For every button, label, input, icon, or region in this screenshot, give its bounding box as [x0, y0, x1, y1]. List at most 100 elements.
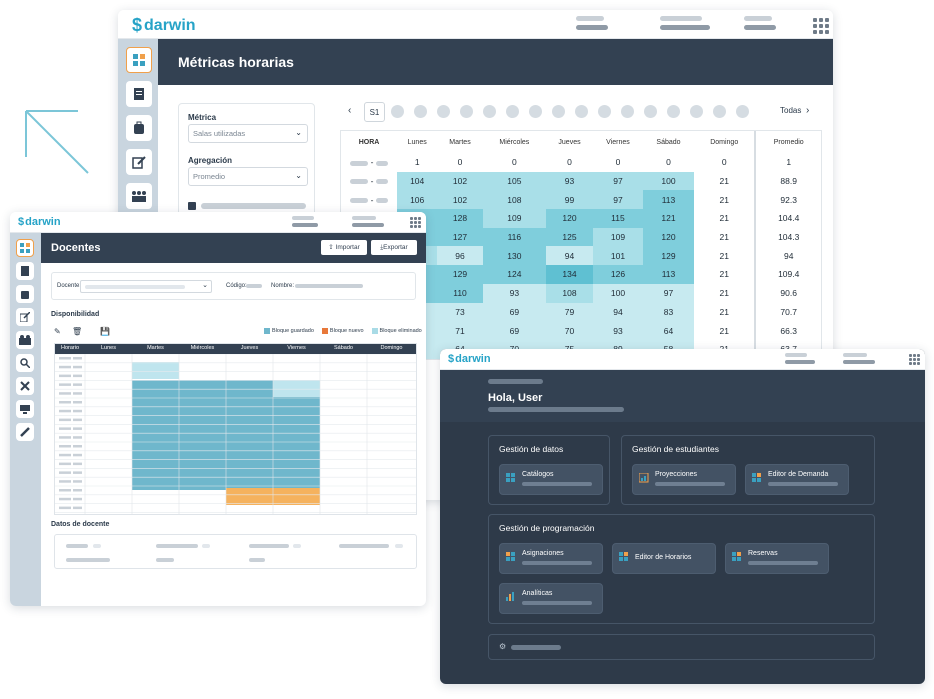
nav-placeholder[interactable] — [785, 353, 807, 357]
greeting-sub-placeholder — [488, 407, 624, 412]
legend: Bloque guardado Bloque nuevo Bloque elimin… — [264, 328, 426, 334]
metric-select[interactable]: Salas utilizadas ⌄ — [188, 124, 308, 143]
average-header: Promedio — [754, 131, 821, 153]
nav-placeholder[interactable] — [352, 223, 384, 227]
nav-placeholder[interactable] — [292, 223, 318, 227]
sidebar-item-students[interactable] — [16, 331, 34, 349]
datos-heading: Datos de docente — [51, 521, 110, 528]
docente-select[interactable]: ⌄ — [80, 280, 212, 293]
nav-placeholder[interactable] — [352, 216, 376, 220]
heatmap-cell: 21 — [694, 246, 756, 266]
nav-placeholder[interactable] — [785, 360, 815, 364]
sidebar-item-edit[interactable] — [16, 308, 34, 326]
topbar: $ darwin — [440, 349, 925, 370]
nav-placeholder[interactable] — [744, 25, 776, 30]
heatmap-cell: 21 — [694, 302, 756, 322]
nav-placeholder[interactable] — [576, 25, 608, 30]
nav-placeholder[interactable] — [843, 353, 867, 357]
page-title: Docentes — [51, 242, 101, 254]
tile-analiticas[interactable]: Analíticas — [499, 583, 603, 614]
tile-editor-demanda[interactable]: Editor de Demanda — [745, 464, 849, 495]
heatmap-cell: 134 — [546, 265, 593, 284]
chevron-right-icon[interactable]: › — [806, 105, 810, 116]
tile-asignaciones[interactable]: Asignaciones — [499, 543, 603, 574]
footer-bar: ⚙ — [488, 634, 875, 660]
aggregation-select[interactable]: Promedio ⌄ — [188, 167, 308, 186]
all-weeks-link[interactable]: Todas — [780, 106, 802, 115]
analytics-icon — [506, 592, 514, 601]
time-placeholder — [59, 462, 71, 466]
heatmap-cell: 128 — [437, 209, 483, 228]
tile-label: Proyecciones — [655, 471, 698, 478]
nav-placeholder[interactable] — [576, 16, 604, 21]
sidebar-item-backpack[interactable] — [126, 115, 152, 141]
time-placeholder — [73, 453, 82, 457]
heatmap-cell: 106 — [397, 190, 438, 210]
assignments-icon — [506, 552, 515, 561]
chevron-left-icon[interactable]: ‹ — [348, 105, 352, 116]
import-button[interactable]: ⇪ Importar — [321, 240, 367, 255]
tile-label: Editor de Horarios — [635, 554, 692, 561]
nombre-label: Nombre: — [271, 283, 295, 289]
day-header: Martes — [449, 138, 471, 146]
sidebar-item-documents[interactable] — [126, 81, 152, 107]
time-placeholder — [59, 427, 71, 430]
pencil-icon[interactable]: ✎ — [54, 327, 61, 336]
projections-icon — [639, 473, 649, 483]
average-cell: 70.7 — [754, 302, 821, 322]
apps-grid-icon[interactable] — [410, 217, 421, 228]
sidebar-item-tools[interactable] — [16, 377, 34, 395]
filter-card: Métrica Salas utilizadas ⌄ Agregación Pr… — [178, 103, 315, 223]
nav-placeholder[interactable] — [660, 16, 702, 21]
tile-reservas[interactable]: Reservas — [725, 543, 829, 574]
apps-grid-icon[interactable] — [813, 18, 829, 34]
trash-icon[interactable]: 🗑 — [72, 327, 83, 336]
sidebar-item-students[interactable] — [126, 183, 152, 209]
week-dots[interactable] — [391, 105, 759, 123]
sidebar — [10, 233, 41, 606]
section-title: Gestión de programación — [499, 523, 595, 533]
sidebar-item-dashboard[interactable] — [126, 47, 152, 73]
save-icon[interactable]: 💾 — [100, 327, 110, 336]
calendar-toolbar: ✎ 🗑 💾 Bloque guardado Bloque nuevo Bloque … — [54, 327, 422, 339]
heatmap-cell: 96 — [437, 246, 483, 266]
brand-name: darwin — [144, 16, 196, 34]
legend-swatch — [371, 328, 378, 334]
legend-label: Bloque guardado — [272, 328, 314, 335]
monitor-icon — [20, 405, 30, 414]
apps-grid-icon[interactable] — [909, 354, 920, 365]
tile-proyecciones[interactable]: Proyecciones — [632, 464, 736, 495]
nav-placeholder[interactable] — [292, 216, 314, 220]
sidebar-item-backpack[interactable] — [16, 285, 34, 303]
nav-placeholder[interactable] — [660, 25, 710, 30]
settings-icon[interactable]: ⚙ — [499, 642, 507, 651]
greeting-header: Hola, User — [440, 370, 925, 422]
sidebar-item-documents[interactable] — [16, 262, 34, 280]
sidebar-item-search[interactable] — [16, 354, 34, 372]
footer-placeholder — [511, 645, 561, 650]
nav-placeholder[interactable] — [744, 16, 772, 21]
export-button[interactable]: ⤓Exportar — [371, 240, 417, 255]
dashboard-icon — [133, 54, 145, 66]
heatmap-cell: 129 — [437, 265, 483, 284]
calendar-day-header: Viernes — [287, 345, 306, 351]
brand-name: darwin — [25, 216, 61, 228]
datos-placeholder — [202, 544, 210, 548]
sidebar-item-edit[interactable] — [126, 149, 152, 175]
sidebar-item-dashboard[interactable] — [16, 239, 34, 257]
week-tab-s1[interactable]: S1 — [364, 102, 385, 122]
calendar-grid[interactable] — [55, 354, 416, 514]
filter-checkbox[interactable] — [188, 202, 196, 210]
average-cell: 104.4 — [754, 209, 821, 228]
tile-editor-horarios[interactable]: Editor de Horarios — [612, 543, 716, 574]
average-cell: 94 — [754, 246, 821, 266]
heatmap-cell: 105 — [482, 171, 547, 191]
nav-placeholder[interactable] — [843, 360, 875, 364]
sidebar-item-monitor[interactable] — [16, 400, 34, 418]
heatmap-cell: 0 — [642, 153, 695, 172]
heatmap-cell: 127 — [437, 227, 483, 247]
sidebar-item-pencil[interactable] — [16, 423, 34, 441]
tile-catalogos[interactable]: Catálogos — [499, 464, 603, 495]
heatmap-cell: 0 — [694, 153, 756, 172]
